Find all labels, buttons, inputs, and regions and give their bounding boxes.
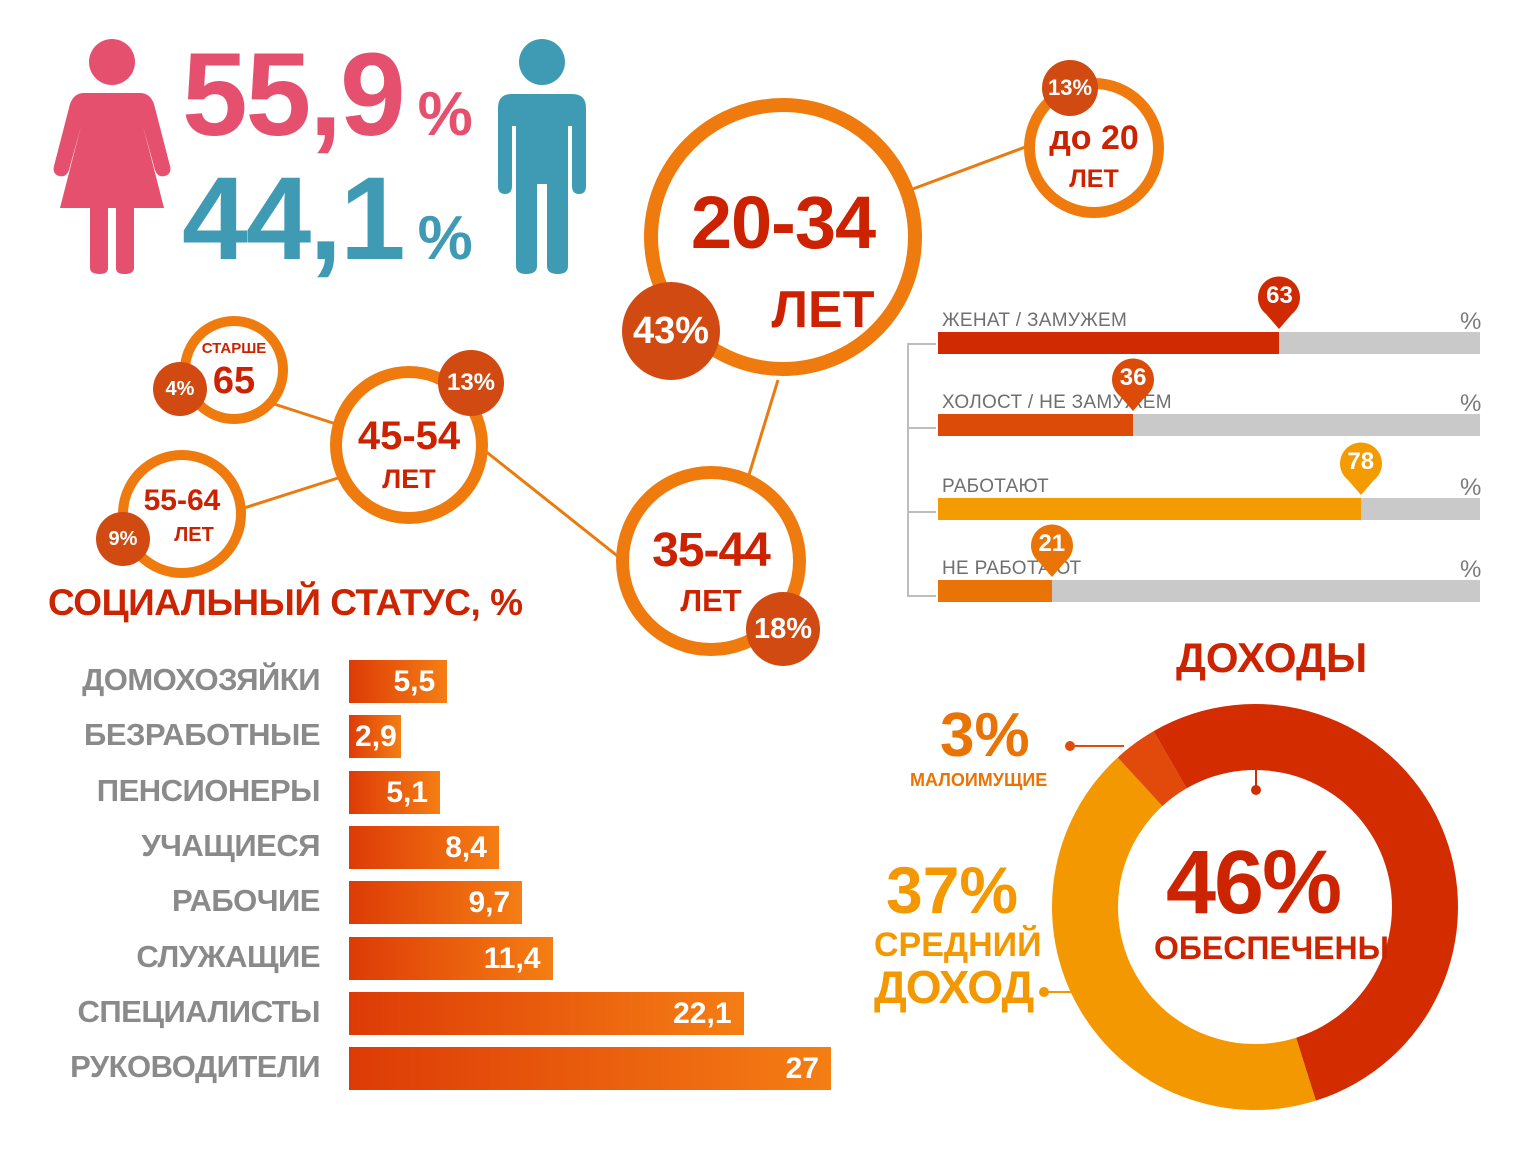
age-over-65-prefix: СТАРШЕ: [201, 340, 267, 357]
status-bar-track: [938, 580, 1480, 602]
social-bar: 8,4: [349, 825, 499, 869]
male-share: 44,1%: [182, 160, 473, 298]
social-bar: 5,1: [349, 770, 441, 814]
female-pct-sign: %: [417, 80, 473, 149]
status-pct-sign: %: [1460, 390, 1482, 417]
status-bar-track: [938, 414, 1480, 436]
social-category-label: СЛУЖАЩИЕ: [136, 938, 320, 974]
male-pct-sign: %: [417, 204, 473, 273]
income-segment-middle: [1052, 757, 1316, 1110]
status-bar-fill: [938, 332, 1280, 354]
status-value-pin: [1112, 358, 1155, 411]
social-category-label: БЕЗРАБОТНЫЕ: [84, 717, 320, 753]
social-bar-value: 2,9: [355, 720, 397, 754]
age-over-65-range: 65: [212, 360, 256, 402]
status-value-pin: [1258, 276, 1301, 329]
age-55-64-range: 55-64: [143, 484, 221, 517]
status-bar-track: [938, 332, 1480, 354]
social-bar-value: 5,1: [386, 775, 429, 809]
social-bar-value: 9,7: [468, 886, 511, 920]
age-under-20-share: 13%: [1042, 60, 1098, 116]
status-value: 78: [1347, 448, 1375, 475]
social-bar-value: 11,4: [483, 941, 541, 975]
social-bar: 27: [349, 1047, 831, 1091]
income-segment-secured: [1153, 704, 1458, 1101]
age-45-54-range: 45-54: [357, 414, 461, 458]
status-value: 63: [1266, 282, 1293, 309]
status-pct-sign: %: [1460, 308, 1482, 335]
income-middle-value: 37%: [886, 853, 1019, 927]
social-status-title: СОЦИАЛЬНЫЙ СТАТУС, %: [48, 582, 523, 623]
income-donut: [1052, 704, 1458, 1110]
social-bar-value: 27: [785, 1052, 819, 1086]
income-middle-label-2: ДОХОД: [874, 961, 1034, 1013]
income-secured-label: ОБЕСПЕЧЕНЫ: [1154, 930, 1389, 966]
social-category-label: РУКОВОДИТЕЛИ: [70, 1049, 320, 1085]
age-35-44-range: 35-44: [652, 524, 771, 577]
status-bar-track: [938, 498, 1480, 520]
status-bar-fill: [938, 580, 1052, 602]
female-value: 55,9: [182, 29, 406, 161]
social-category-label: ДОМОХОЗЯЙКИ: [82, 662, 320, 697]
social-category-label: УЧАЩИЕСЯ: [141, 827, 320, 863]
status-label: РАБОТАЮТ: [942, 476, 1049, 497]
status-value-pin: [1339, 442, 1382, 495]
age-55-64-unit: ЛЕТ: [174, 524, 214, 546]
age-55-64-share: 9%: [96, 512, 150, 566]
age-20-34-range: 20-34: [690, 181, 876, 264]
status-value: 21: [1038, 530, 1066, 557]
age-35-44-share: 18%: [746, 592, 820, 666]
income-title: ДОХОДЫ: [1176, 634, 1368, 681]
age-20-34-unit: ЛЕТ: [771, 281, 875, 339]
income-secured-value: 46%: [1166, 833, 1342, 933]
social-bar-value: 22,1: [673, 996, 732, 1030]
social-bar-value: 8,4: [445, 830, 487, 864]
male-icon: [498, 39, 586, 274]
age-20-34-share: 43%: [622, 282, 720, 380]
social-bar: 22,1: [349, 991, 744, 1035]
male-value: 44,1: [182, 153, 406, 285]
female-share: 55,9%: [182, 36, 473, 174]
age-under-20-unit: ЛЕТ: [1069, 165, 1119, 193]
income-poor-value: 3%: [940, 701, 1030, 770]
status-pct-sign: %: [1460, 556, 1482, 583]
social-bar-value: 5,5: [393, 665, 436, 698]
age-over-65-share: 4%: [153, 362, 207, 416]
social-bar: 11,4: [349, 936, 553, 980]
social-category-label: ПЕНСИОНЕРЫ: [96, 772, 321, 808]
social-bar: 2,9: [349, 715, 401, 759]
social-bar: 5,5: [349, 660, 448, 703]
social-category-label: СПЕЦИАЛИСТЫ: [77, 993, 321, 1029]
female-icon: [53, 39, 171, 274]
income-poor-label: МАЛОИМУЩИЕ: [910, 770, 1048, 790]
status-pct-sign: %: [1460, 474, 1482, 501]
income-segment-poor: [1117, 731, 1187, 807]
status-bar-fill: [938, 498, 1361, 520]
social-bar: 9,7: [349, 881, 523, 925]
status-label: ЖЕНАТ / ЗАМУЖЕМ: [942, 310, 1128, 331]
age-45-54-unit: ЛЕТ: [382, 464, 436, 494]
status-value: 36: [1119, 364, 1147, 391]
social-category-label: РАБОЧИЕ: [172, 883, 320, 919]
age-45-54-share: 13%: [438, 350, 504, 416]
status-bar-fill: [938, 414, 1134, 436]
age-under-20-range: до 20: [1049, 119, 1139, 157]
income-middle-label-1: СРЕДНИЙ: [874, 926, 1042, 964]
status-value-pin: [1030, 524, 1073, 577]
age-35-44-unit: ЛЕТ: [680, 583, 742, 618]
status-label: ХОЛОСТ / НЕ ЗАМУЖЕМ: [942, 392, 1172, 413]
